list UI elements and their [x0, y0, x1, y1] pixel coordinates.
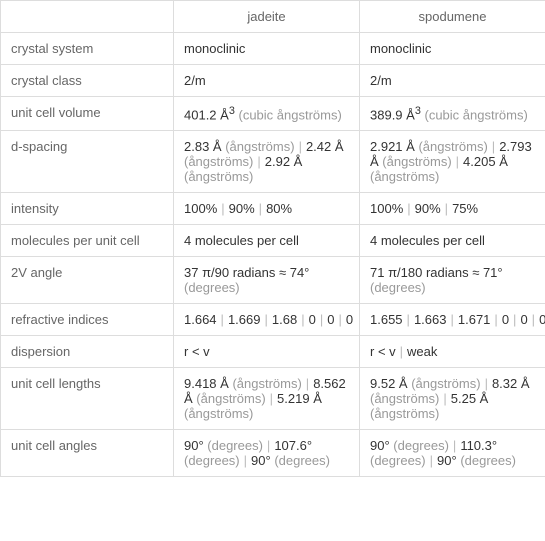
row-label: crystal system	[1, 33, 174, 65]
header-empty	[1, 1, 174, 33]
cell-jadeite: 1.664|1.669|1.68|0|0|0	[174, 304, 360, 336]
cell-spodumene: 90° (degrees)|110.3° (degrees)|90° (degr…	[360, 430, 545, 477]
row-label: unit cell volume	[1, 97, 174, 131]
cell-spodumene: 2/m	[360, 65, 545, 97]
cell-spodumene: 2.921 Å (ångströms)|2.793 Å (ångströms)|…	[360, 131, 545, 193]
cell-spodumene: 1.655|1.663|1.671|0|0|0	[360, 304, 545, 336]
row-label: unit cell lengths	[1, 368, 174, 430]
table-header-row: jadeite spodumene	[1, 1, 545, 33]
cell-jadeite: 4 molecules per cell	[174, 225, 360, 257]
cell-jadeite: 100%|90%|80%	[174, 193, 360, 225]
table-body: crystal systemmonoclinicmonocliniccrysta…	[1, 33, 545, 477]
table-row: crystal class2/m2/m	[1, 65, 545, 97]
cell-jadeite: r < v	[174, 336, 360, 368]
table-row: molecules per unit cell4 molecules per c…	[1, 225, 545, 257]
row-label: dispersion	[1, 336, 174, 368]
table-row: d-spacing2.83 Å (ångströms)|2.42 Å (ångs…	[1, 131, 545, 193]
cell-jadeite: 2.83 Å (ångströms)|2.42 Å (ångströms)|2.…	[174, 131, 360, 193]
table-row: unit cell volume401.2 Å3 (cubic ångström…	[1, 97, 545, 131]
table-row: dispersionr < vr < v|weak	[1, 336, 545, 368]
cell-spodumene: 71 π/180 radians ≈ 71° (degrees)	[360, 257, 545, 304]
table-row: unit cell lengths9.418 Å (ångströms)|8.5…	[1, 368, 545, 430]
table-row: refractive indices1.664|1.669|1.68|0|0|0…	[1, 304, 545, 336]
cell-jadeite: 90° (degrees)|107.6° (degrees)|90° (degr…	[174, 430, 360, 477]
row-label: crystal class	[1, 65, 174, 97]
mineral-comparison-table: jadeite spodumene crystal systemmonoclin…	[0, 0, 545, 477]
cell-jadeite: 9.418 Å (ångströms)|8.562 Å (ångströms)|…	[174, 368, 360, 430]
cell-spodumene: monoclinic	[360, 33, 545, 65]
cell-spodumene: 389.9 Å3 (cubic ångströms)	[360, 97, 545, 131]
cell-spodumene: 100%|90%|75%	[360, 193, 545, 225]
row-label: intensity	[1, 193, 174, 225]
table-row: 2V angle37 π/90 radians ≈ 74° (degrees)7…	[1, 257, 545, 304]
cell-jadeite: 2/m	[174, 65, 360, 97]
cell-spodumene: r < v|weak	[360, 336, 545, 368]
cell-spodumene: 9.52 Å (ångströms)|8.32 Å (ångströms)|5.…	[360, 368, 545, 430]
row-label: molecules per unit cell	[1, 225, 174, 257]
row-label: refractive indices	[1, 304, 174, 336]
header-spodumene: spodumene	[360, 1, 545, 33]
table-row: crystal systemmonoclinicmonoclinic	[1, 33, 545, 65]
table-row: intensity100%|90%|80%100%|90%|75%	[1, 193, 545, 225]
row-label: unit cell angles	[1, 430, 174, 477]
cell-spodumene: 4 molecules per cell	[360, 225, 545, 257]
cell-jadeite: 401.2 Å3 (cubic ångströms)	[174, 97, 360, 131]
row-label: 2V angle	[1, 257, 174, 304]
cell-jadeite: monoclinic	[174, 33, 360, 65]
cell-jadeite: 37 π/90 radians ≈ 74° (degrees)	[174, 257, 360, 304]
row-label: d-spacing	[1, 131, 174, 193]
header-jadeite: jadeite	[174, 1, 360, 33]
table-row: unit cell angles90° (degrees)|107.6° (de…	[1, 430, 545, 477]
